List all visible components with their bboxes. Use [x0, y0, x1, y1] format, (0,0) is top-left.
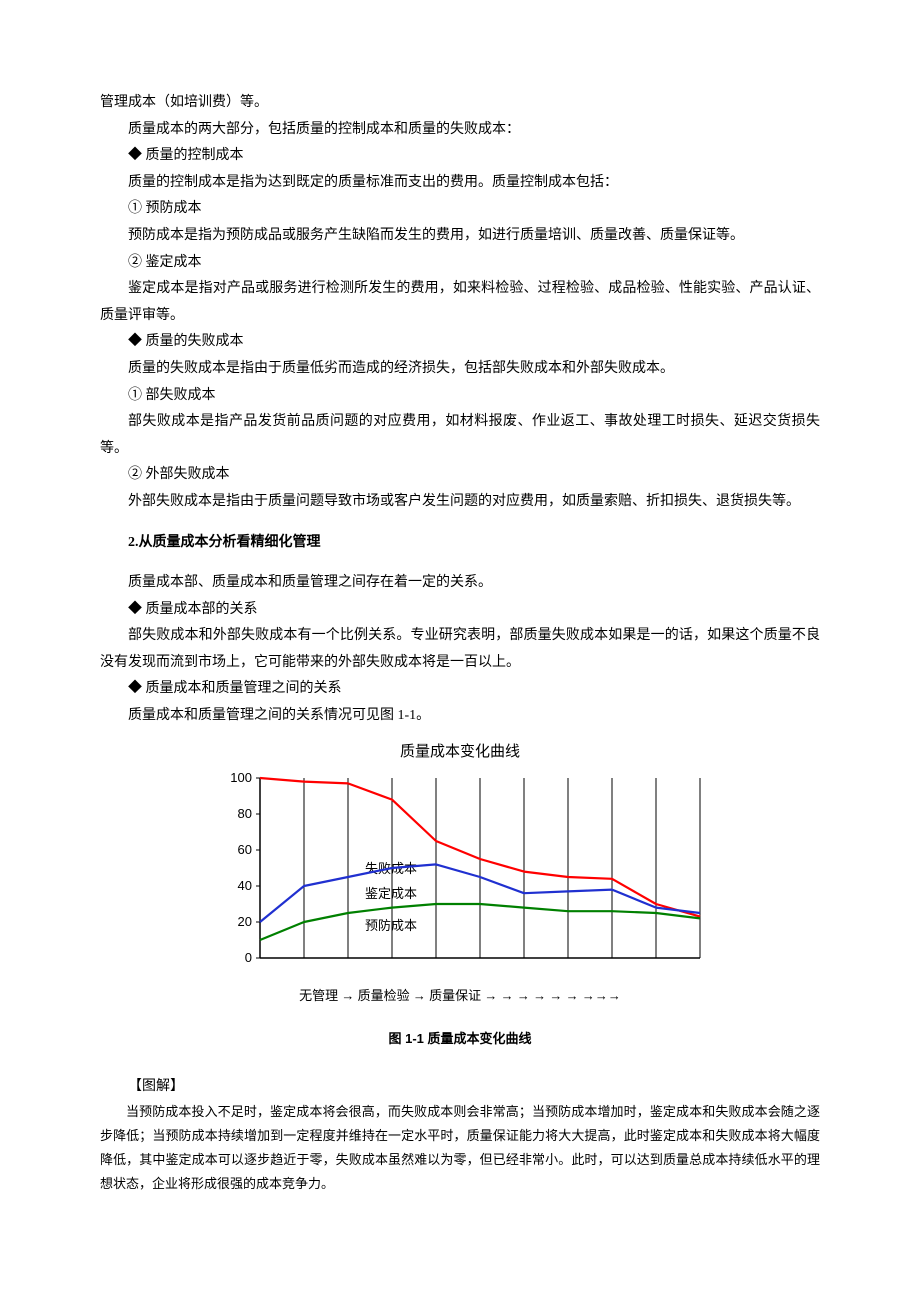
- svg-text:20: 20: [238, 914, 252, 929]
- svg-text:100: 100: [230, 770, 252, 785]
- body-text: 质量成本部、质量成本和质量管理之间存在着一定的关系。: [100, 570, 820, 597]
- explain-body: 当预防成本投入不足时，鉴定成本将会很高，而失败成本则会非常高；当预防成本增加时，…: [100, 1100, 820, 1196]
- bullet-item: ◆ 质量成本部的关系: [100, 597, 820, 624]
- body-text: 质量成本的两大部分，包括质量的控制成本和质量的失败成本：: [100, 117, 820, 144]
- body-text: 部失败成本是指产品发货前品质问题的对应费用，如材料报废、作业返工、事故处理工时损…: [100, 409, 820, 462]
- svg-text:鉴定成本: 鉴定成本: [365, 886, 417, 901]
- body-text: 外部失败成本是指由于质量问题导致市场或客户发生问题的对应费用，如质量索赔、折扣损…: [100, 489, 820, 516]
- quality-cost-chart: 020406080100失败成本鉴定成本预防成本: [210, 768, 710, 978]
- body-text: 鉴定成本是指对产品或服务进行检测所发生的费用，如来料检验、过程检验、成品检验、性…: [100, 276, 820, 329]
- chart-title: 质量成本变化曲线: [190, 738, 730, 767]
- numbered-item: ② 鉴定成本: [100, 250, 820, 277]
- numbered-item: ② 外部失败成本: [100, 462, 820, 489]
- section-heading: 2.从质量成本分析看精细化管理: [100, 530, 820, 557]
- numbered-item: ① 部失败成本: [100, 383, 820, 410]
- body-text: 部失败成本和外部失败成本有一个比例关系。专业研究表明，部质量失败成本如果是一的话…: [100, 623, 820, 676]
- numbered-item: ① 预防成本: [100, 196, 820, 223]
- bullet-item: ◆ 质量的控制成本: [100, 143, 820, 170]
- chart-container: 质量成本变化曲线 020406080100失败成本鉴定成本预防成本 无管理 → …: [190, 738, 730, 1052]
- body-text: 质量的控制成本是指为达到既定的质量标准而支出的费用。质量控制成本包括：: [100, 170, 820, 197]
- svg-text:60: 60: [238, 842, 252, 857]
- body-text: 管理成本（如培训费）等。: [100, 90, 820, 117]
- body-text: 质量成本和质量管理之间的关系情况可见图 1-1。: [100, 703, 820, 730]
- bullet-item: ◆ 质量的失败成本: [100, 329, 820, 356]
- explain-heading: 【图解】: [100, 1074, 820, 1101]
- svg-text:0: 0: [245, 950, 252, 965]
- chart-x-axis-label: 无管理 → 质量检验 → 质量保证 → → → → → → →→→: [190, 984, 730, 1009]
- svg-text:80: 80: [238, 806, 252, 821]
- figure-caption: 图 1-1 质量成本变化曲线: [190, 1027, 730, 1052]
- svg-text:40: 40: [238, 878, 252, 893]
- body-text: 预防成本是指为预防成品或服务产生缺陷而发生的费用，如进行质量培训、质量改善、质量…: [100, 223, 820, 250]
- svg-text:预防成本: 预防成本: [365, 918, 417, 933]
- body-text: 质量的失败成本是指由于质量低劣而造成的经济损失，包括部失败成本和外部失败成本。: [100, 356, 820, 383]
- bullet-item: ◆ 质量成本和质量管理之间的关系: [100, 676, 820, 703]
